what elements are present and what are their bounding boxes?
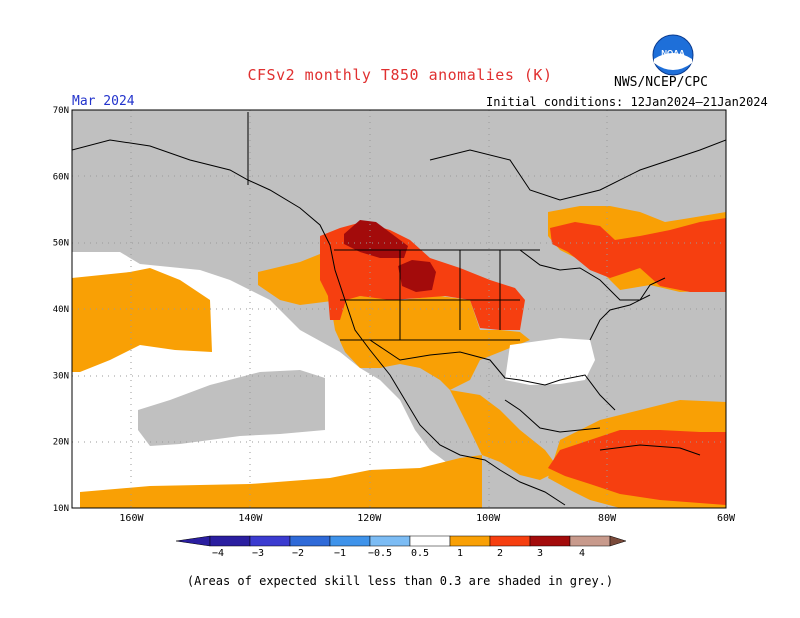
- colorbar-label-8: 3: [537, 548, 543, 559]
- west-coast-orange: [258, 252, 340, 305]
- colorbar-bin-0: [209, 535, 251, 547]
- us-west-orange: [330, 296, 530, 390]
- colorbar-bin-8: [529, 535, 571, 547]
- colorbar-bin-1: [249, 535, 291, 547]
- colorbar-bin-5: [409, 535, 451, 547]
- coastlines: [72, 112, 726, 506]
- dark-red-core-center: [398, 260, 436, 292]
- colorbar-label-3: −1: [334, 548, 346, 559]
- colorbar-bin-7: [489, 535, 531, 547]
- colorbar-bin-4: [369, 535, 411, 547]
- lon-label-140w: 140W: [238, 513, 263, 524]
- central-america-orange: [450, 390, 560, 480]
- colorbar-label-7: 2: [497, 548, 503, 559]
- map-frame: [71, 109, 727, 509]
- colorbar-label-4: −0.5: [368, 548, 392, 559]
- colorbar-label-5: 0.5: [411, 548, 429, 559]
- graticule: [72, 110, 726, 508]
- lat-label-40n: 40N: [53, 305, 69, 315]
- target-month: Mar 2024: [72, 94, 135, 109]
- agency-label: NWS/NCEP/CPC: [614, 75, 708, 90]
- lat-label-30n: 30N: [53, 371, 69, 381]
- anomaly-field: [72, 110, 726, 508]
- colorbar-label-0: −4: [212, 548, 224, 559]
- skill-footnote: (Areas of expected skill less than 0.3 a…: [186, 574, 614, 588]
- lat-label-50n: 50N: [53, 239, 69, 249]
- chart-title: CFSv2 monthly T850 anomalies (K): [247, 66, 553, 84]
- lat-label-20n: 20N: [53, 438, 69, 448]
- initial-conditions: Initial conditions: 12Jan2024–21Jan2024: [486, 95, 768, 109]
- lat-label-10n: 10N: [53, 504, 69, 514]
- dark-red-core-north: [344, 220, 408, 258]
- noaa-logo-text: NOAA: [661, 49, 685, 58]
- pacific-orange-band: [72, 268, 212, 372]
- colorbar-high-triangle: [609, 535, 627, 547]
- noaa-logo: NOAA: [652, 34, 694, 76]
- latitude-labels: 10N 20N 30N 40N 50N 60N 70N: [53, 106, 69, 514]
- lat-label-60n: 60N: [53, 172, 69, 182]
- colorbar-label-9: 4: [579, 548, 585, 559]
- lon-label-80w: 80W: [598, 513, 617, 524]
- colorbar-bin-3: [329, 535, 371, 547]
- lon-label-120w: 120W: [357, 513, 382, 524]
- colorbar: −4 −3 −2 −1 −0.5 0.5 1 2 3 4: [175, 535, 627, 559]
- gulf-white-region: [505, 338, 595, 385]
- colorbar-label-1: −3: [252, 548, 264, 559]
- lon-label-60w: 60W: [717, 513, 736, 524]
- colorbar-bin-9: [569, 535, 611, 547]
- longitude-labels: 160W 140W 120W 100W 80W 60W: [119, 513, 736, 524]
- colorbar-low-triangle: [175, 535, 211, 547]
- colorbar-label-6: 1: [457, 548, 463, 559]
- colorbar-label-2: −2: [292, 548, 304, 559]
- colorbar-bin-6: [449, 535, 491, 547]
- east-red-region: [550, 218, 726, 292]
- colorbar-bin-2: [289, 535, 331, 547]
- lat-label-70n: 70N: [53, 106, 69, 116]
- southern-orange-band: [80, 455, 482, 508]
- lon-label-160w: 160W: [119, 513, 144, 524]
- hawaii-grey-patch: [138, 370, 325, 446]
- lon-label-100w: 100W: [476, 513, 501, 524]
